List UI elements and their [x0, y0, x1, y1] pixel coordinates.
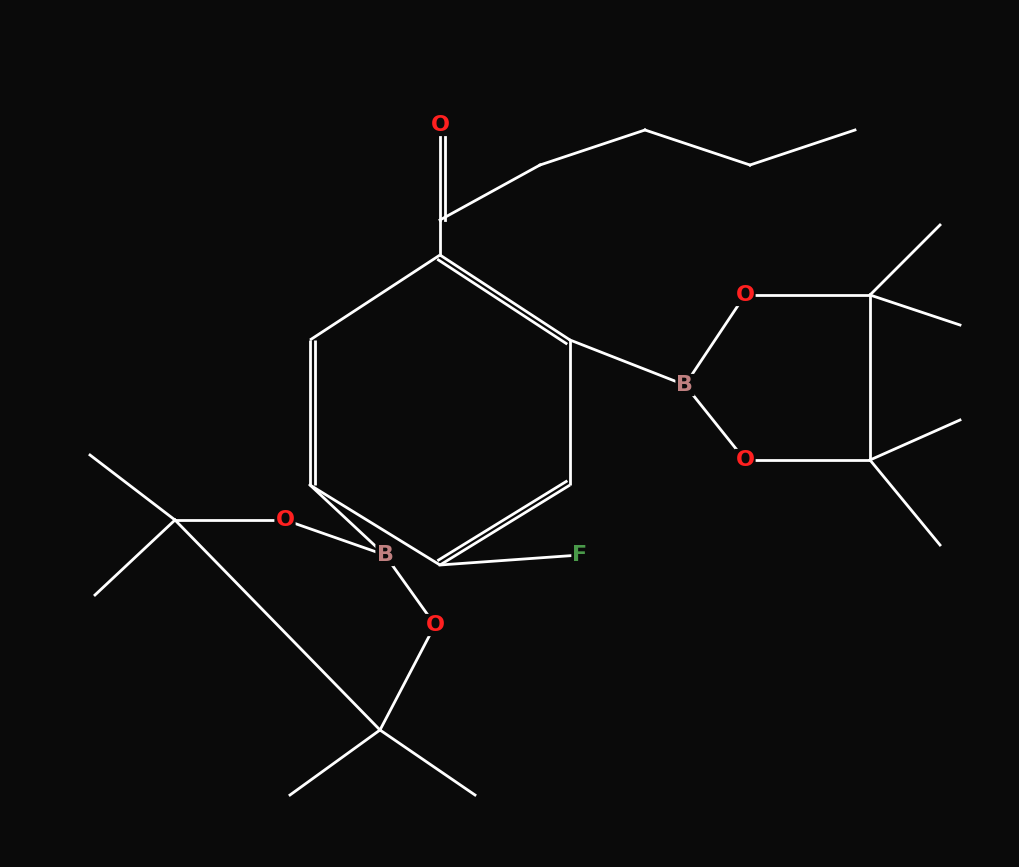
Text: O: O: [275, 510, 294, 530]
Text: O: O: [735, 450, 754, 470]
Text: F: F: [572, 545, 587, 565]
Text: O: O: [735, 285, 754, 305]
Text: B: B: [676, 375, 693, 395]
Text: O: O: [430, 115, 449, 135]
Text: O: O: [425, 615, 444, 635]
Text: B: B: [376, 545, 393, 565]
